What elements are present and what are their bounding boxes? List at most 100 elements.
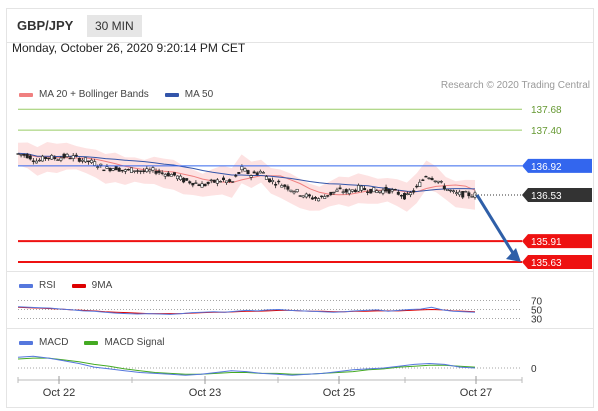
candle-body [19, 154, 23, 156]
candle-body [436, 180, 440, 183]
macd-signal-line [17, 357, 476, 375]
candle-body [372, 187, 376, 193]
candle-body [366, 191, 370, 193]
candle-body [206, 181, 210, 184]
candle-body [286, 186, 290, 190]
target-label-137.40: 137.40 [531, 126, 562, 137]
candle-body [93, 161, 97, 166]
candle-body [406, 193, 410, 195]
legend-ma9: 9MA [71, 280, 112, 291]
candle-body [384, 186, 388, 192]
candle-body [25, 154, 29, 159]
candle-body [59, 157, 63, 161]
rsi-legend: RSI 9MA [19, 280, 128, 291]
x-tick-label-Oct 22: Oct 22 [43, 387, 75, 399]
candle-body [307, 194, 311, 197]
candle-body [68, 157, 72, 160]
timeframe-button[interactable]: 30 MIN [87, 15, 142, 37]
candle-body [62, 153, 66, 159]
candle-body [320, 195, 324, 198]
candle-body [114, 165, 118, 171]
candle-body [246, 170, 250, 175]
candle-body [255, 172, 259, 175]
research-credit: Research © 2020 Trading Central [440, 80, 590, 91]
candle-body [96, 166, 100, 168]
macd-legend: MACD MACD Signal [19, 337, 180, 348]
candle-body [188, 181, 192, 184]
candle-body [412, 190, 416, 193]
candle-body [353, 189, 357, 193]
candle-body [237, 171, 241, 174]
legend-rsi: RSI [19, 280, 56, 291]
candle-body [102, 169, 106, 172]
candle-body [304, 193, 308, 198]
candle-body [271, 180, 275, 183]
candle-body [108, 167, 112, 172]
legend-macd-signal: MACD Signal [84, 337, 164, 348]
candle-body [347, 189, 351, 194]
rsi-level-label-30: 30 [531, 315, 543, 326]
candle-body [461, 191, 465, 198]
candle-body [182, 177, 186, 183]
x-tick-label-Oct 25: Oct 25 [323, 387, 355, 399]
candle-body [80, 159, 84, 162]
support-label-135.63: 135.63 [531, 258, 562, 269]
candle-body [329, 191, 333, 195]
candle-body [390, 189, 394, 192]
candle-body [470, 196, 474, 198]
signal-label: MACD Signal [104, 337, 165, 348]
candle-body [448, 189, 452, 192]
candle-body [166, 172, 170, 177]
candle-body [200, 183, 204, 188]
candle-body [83, 157, 87, 163]
support-tag-135.63 [522, 255, 592, 270]
pivot-tag [522, 158, 592, 173]
candle-body [90, 159, 94, 163]
candle-body [356, 185, 360, 192]
candle-body [445, 188, 449, 192]
candle-body [317, 198, 321, 202]
candle-body [439, 181, 443, 183]
candle-body [231, 181, 235, 183]
x-tick-label-Oct 27: Oct 27 [460, 387, 492, 399]
candle-body [194, 182, 198, 184]
candle-body [37, 159, 41, 162]
candle-body [258, 170, 262, 174]
candle-body [22, 154, 26, 156]
candle-body [145, 168, 149, 173]
macd-label: MACD [39, 337, 69, 348]
candle-body [129, 167, 133, 173]
pivot-label: 136.92 [531, 162, 562, 173]
ma20-bb-label: MA 20 + Bollinger Bands [39, 89, 149, 100]
candle-body [240, 166, 244, 171]
candle-body [363, 188, 367, 191]
forecast-arrowhead [506, 248, 521, 263]
candle-body [264, 176, 268, 180]
bollinger-band [18, 142, 475, 212]
candle-body [117, 167, 121, 172]
candle-body [350, 189, 354, 192]
rsi-swatch [19, 283, 33, 288]
last-price-label: 136.53 [531, 191, 562, 202]
candle-body [243, 168, 247, 172]
legend-ma20-bb: MA 20 + Bollinger Bands [19, 89, 149, 100]
candle-body [427, 177, 431, 180]
candle-body [191, 182, 195, 186]
candle-body [464, 191, 468, 193]
rsi-label: RSI [39, 280, 56, 291]
candle-body [415, 185, 419, 188]
ma9-swatch [71, 283, 86, 288]
panel-divider-rsi [7, 271, 593, 272]
candle-body [387, 188, 391, 194]
candle-body [175, 175, 179, 180]
candle-body [123, 169, 127, 172]
macd-swatch [19, 340, 33, 345]
candle-body [56, 159, 60, 161]
candle-body [179, 175, 183, 181]
support-tag-135.91 [522, 234, 592, 249]
candle-body [289, 189, 293, 192]
candle-body [274, 183, 278, 186]
candle-body [74, 154, 78, 157]
candle-body [228, 179, 232, 182]
candle-body [326, 195, 330, 197]
